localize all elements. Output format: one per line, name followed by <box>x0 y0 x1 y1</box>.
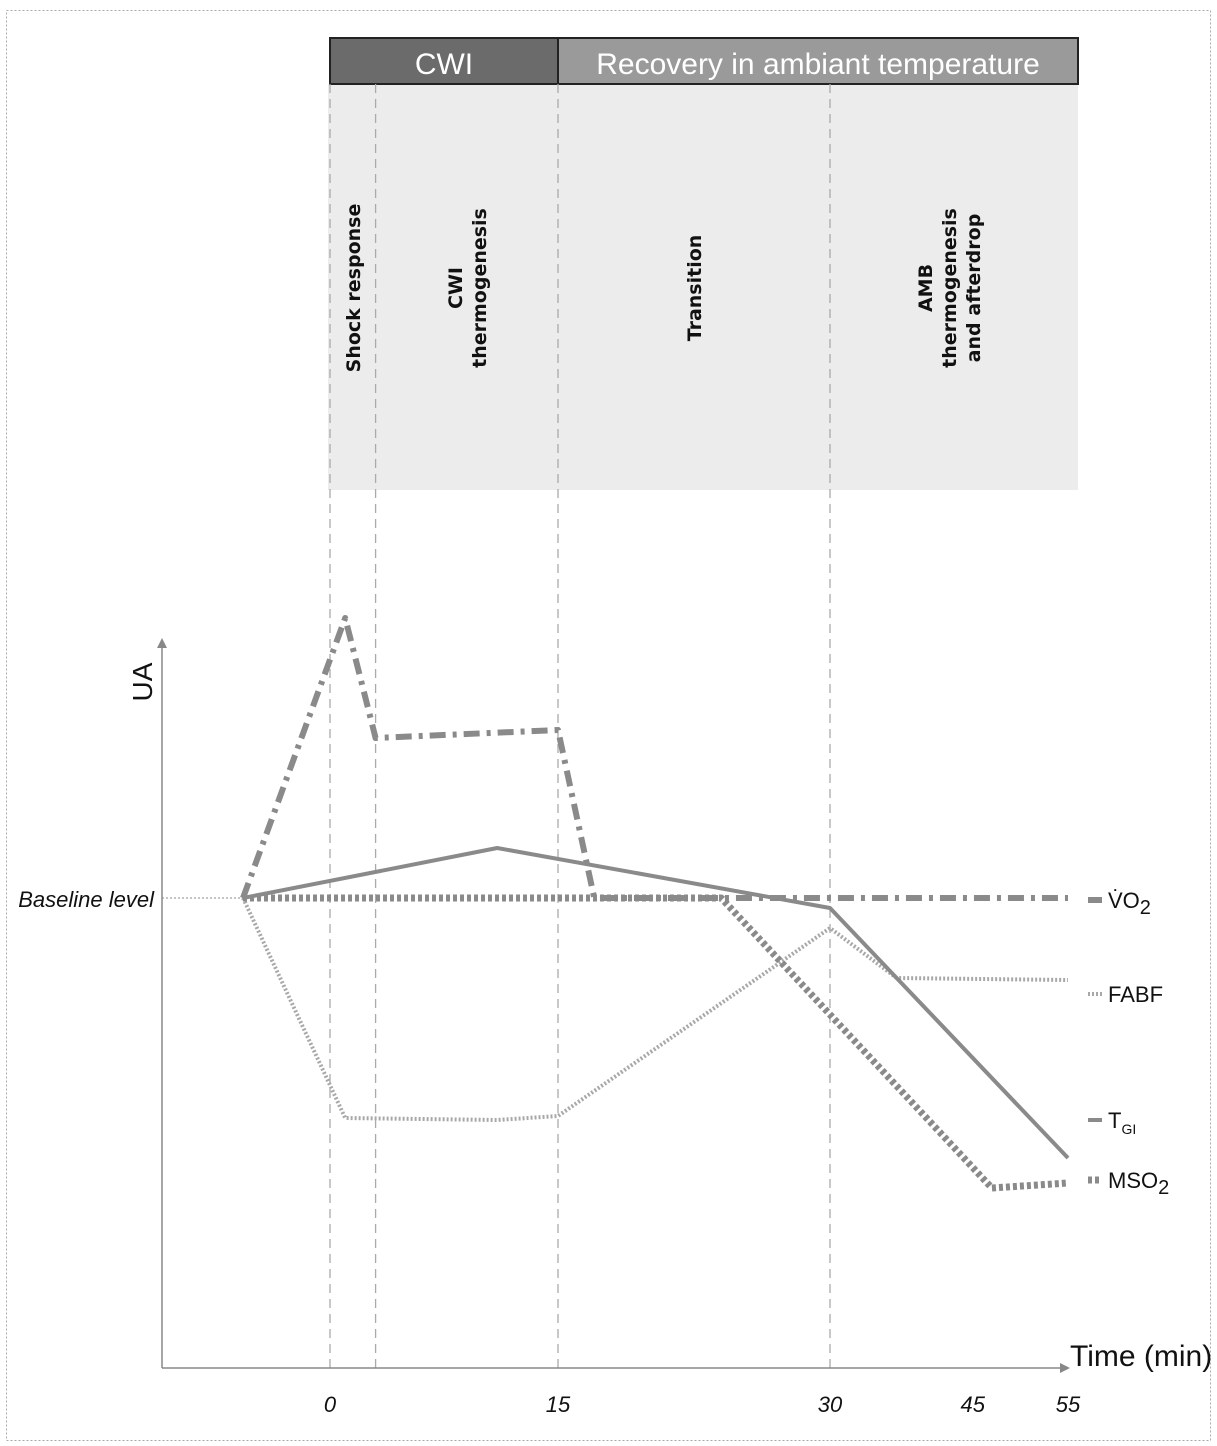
x-axis-label: Time (min) <box>1070 1340 1212 1373</box>
baseline-label: Baseline level <box>18 887 155 912</box>
x-tick-label: 0 <box>324 1392 337 1417</box>
series-line-solid <box>242 846 1070 1160</box>
x-tick-label: 55 <box>1056 1392 1081 1417</box>
band-1 <box>557 37 1079 85</box>
phase-panel <box>328 84 1078 490</box>
outer-border <box>6 10 1211 1441</box>
legend-label: MSO2 <box>1108 1168 1169 1199</box>
series-line-dashdot <box>240 615 1068 901</box>
band-0 <box>329 37 559 85</box>
x-tick-label: 45 <box>961 1392 986 1417</box>
band-label: Recovery in ambiant temperature <box>596 48 1040 81</box>
phase-label: AMB thermogenesis and afterdrop <box>915 208 985 368</box>
series-line-dotted-thick <box>243 894 1069 1192</box>
y-axis-label: UA <box>127 662 158 701</box>
x-tick-label: 30 <box>818 1392 843 1417</box>
legend-label: FABF <box>1108 982 1163 1007</box>
phase-label: CWI thermogenesis <box>445 208 491 368</box>
x-tick-label: 15 <box>546 1392 571 1417</box>
legend-label: TGI <box>1108 1108 1136 1137</box>
phase-label: Transition <box>684 235 706 342</box>
series-line-dotted-thin <box>241 897 1069 1122</box>
phase-label: Shock response <box>343 204 365 373</box>
band-label: CWI <box>415 48 473 81</box>
legend-label: V̇O2 <box>1108 888 1151 919</box>
